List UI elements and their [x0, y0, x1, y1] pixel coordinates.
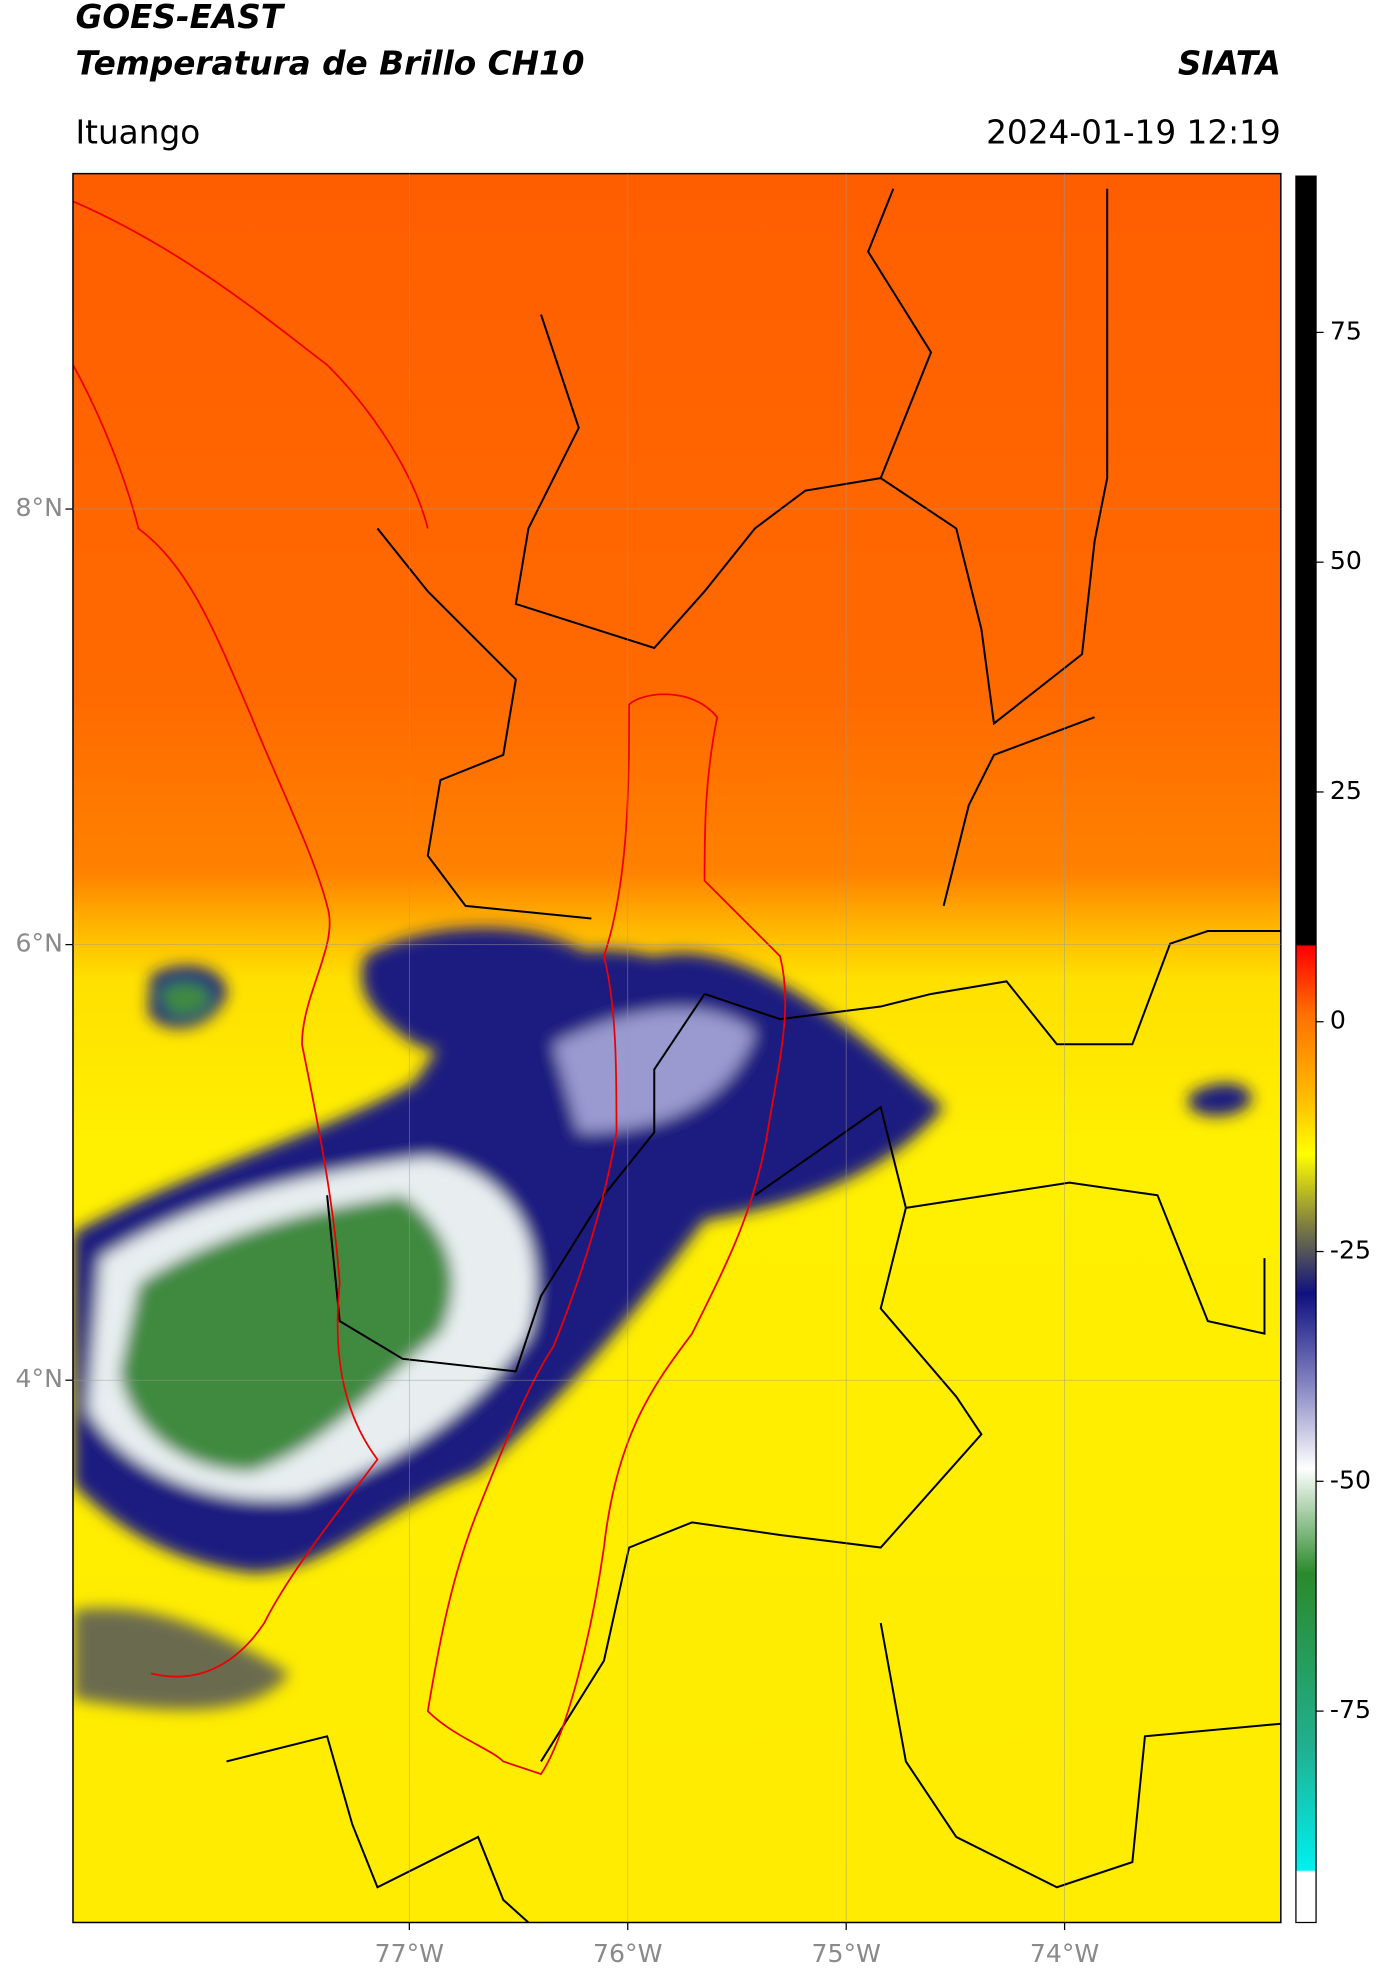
colorbar-label: 25	[1330, 776, 1362, 805]
colorbar	[1295, 175, 1317, 1924]
location: Ituango	[75, 114, 200, 152]
map-image	[72, 173, 1281, 1923]
colorbar-label: -75	[1330, 1695, 1371, 1724]
lat-label: 6°N	[16, 929, 63, 958]
lon-label: 74°W	[1030, 1939, 1100, 1968]
satellite: GOES-EAST	[75, 0, 285, 36]
coastline	[72, 200, 787, 1776]
colorbar-label: 0	[1330, 1006, 1346, 1035]
product: Temperatura de Brillo CH10	[75, 44, 584, 82]
map-frame	[72, 172, 1282, 1924]
colorbar-label: 50	[1330, 546, 1362, 575]
datetime: 2024-01-19 12:19	[986, 114, 1281, 152]
lat-label: 4°N	[16, 1364, 63, 1393]
brand: SIATA	[1178, 44, 1281, 82]
colorbar-label: -25	[1330, 1236, 1371, 1265]
lon-label: 77°W	[375, 1939, 445, 1968]
lon-label: 76°W	[593, 1939, 663, 1968]
lon-label: 75°W	[811, 1939, 881, 1968]
colorbar-label: 75	[1330, 316, 1362, 345]
clouds	[72, 927, 1252, 1710]
colorbar-label: -50	[1330, 1465, 1371, 1494]
borders	[226, 188, 1281, 1923]
lat-label: 8°N	[16, 493, 63, 522]
